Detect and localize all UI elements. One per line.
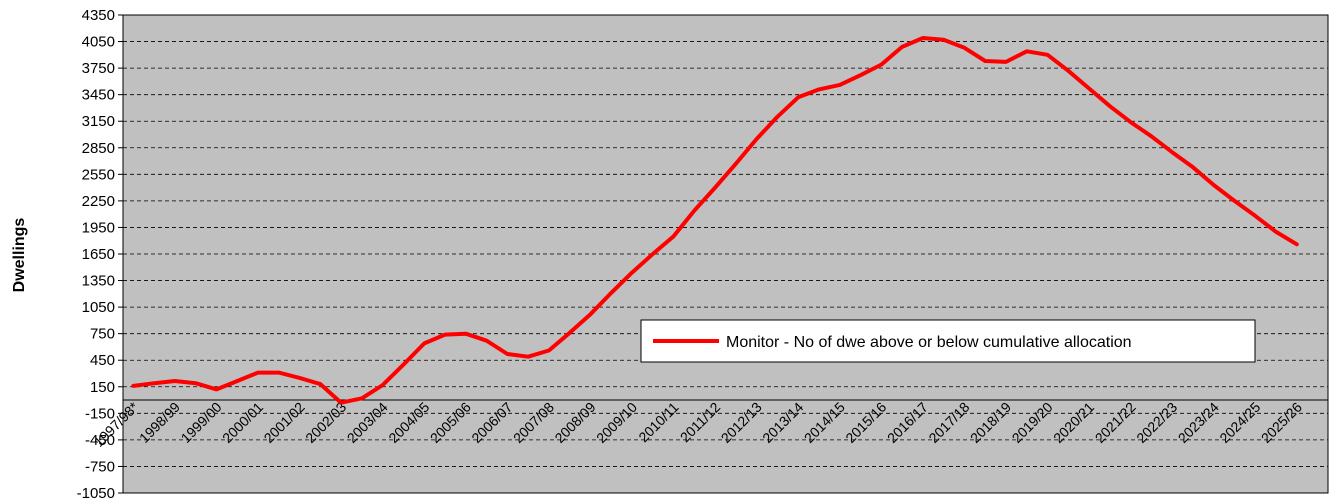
y-tick-label: 2550 <box>82 166 115 183</box>
legend-box <box>640 319 1256 363</box>
y-tick-label: 3750 <box>82 60 115 77</box>
y-tick-label: 1950 <box>82 219 115 236</box>
y-tick-label: 2850 <box>82 140 115 157</box>
legend-label: Monitor - No of dwe above or below cumul… <box>726 334 1132 351</box>
y-tick-label: -1050 <box>77 485 115 501</box>
y-tick-label: -150 <box>85 405 115 422</box>
y-tick-label: 150 <box>90 379 115 396</box>
plot-border <box>122 14 1329 494</box>
data-line <box>131 36 1299 405</box>
y-tick-label: 1350 <box>82 273 115 290</box>
y-tick-label: -450 <box>85 432 115 449</box>
y-tick-label: 3150 <box>82 113 115 130</box>
y-tick-label: -750 <box>85 458 115 475</box>
y-tick-label: 1050 <box>82 299 115 316</box>
y-tick-label: 450 <box>90 352 115 369</box>
y-tick-label: 4350 <box>82 7 115 24</box>
y-tick-label: 4050 <box>82 34 115 51</box>
y-tick-label: 3450 <box>82 87 115 104</box>
y-tick-label: 750 <box>90 326 115 343</box>
y-tick-label: 2250 <box>82 193 115 210</box>
y-axis-title: Dwellings <box>11 218 28 293</box>
y-tick-label: 1650 <box>82 246 115 263</box>
